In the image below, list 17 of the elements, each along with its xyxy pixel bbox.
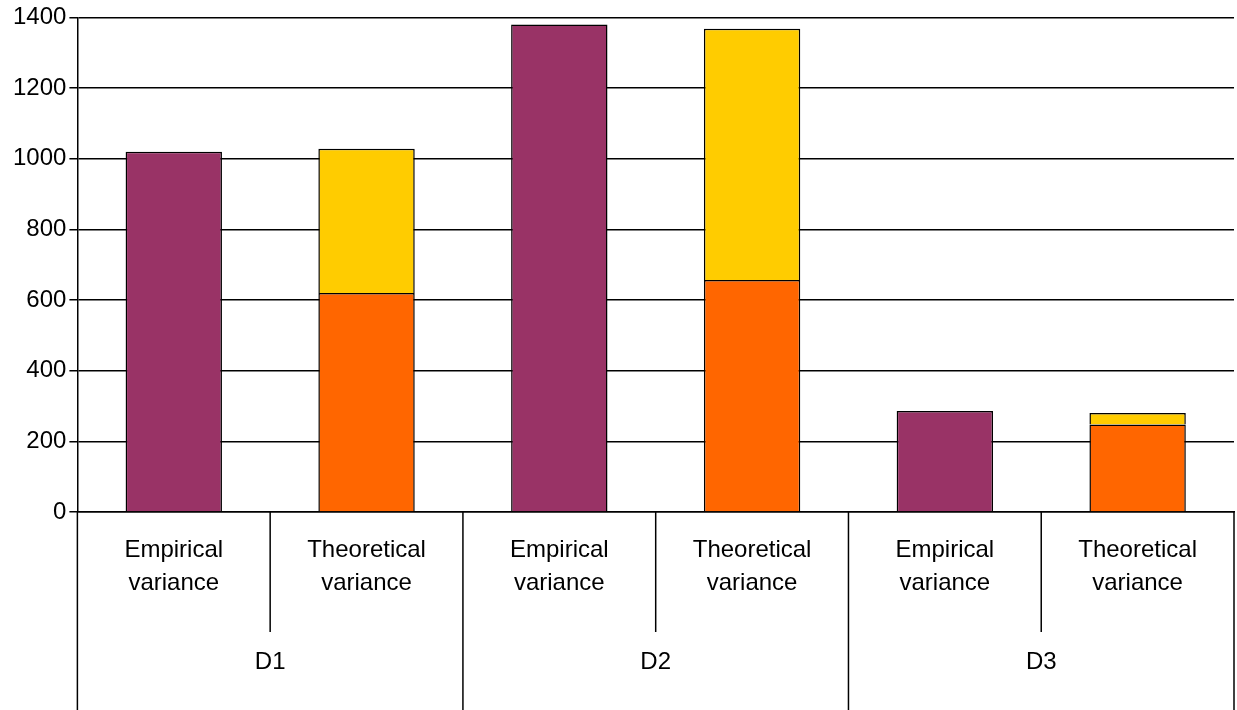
x-tick-label: Empirical variance — [124, 535, 224, 596]
x-tick-label: Theoretical variance — [307, 535, 426, 596]
y-tick-label: 0 — [53, 496, 67, 524]
y-tick-label: 1400 — [13, 2, 67, 30]
x-tick-label: Theoretical variance — [1078, 535, 1197, 596]
x-tick-label: Empirical variance — [895, 535, 995, 596]
y-tick-label: 1200 — [13, 72, 67, 100]
y-tick-label: 400 — [26, 355, 67, 383]
x-tick-label: Theoretical variance — [692, 535, 812, 596]
text: D1 — [254, 646, 286, 674]
text: D3 — [1025, 646, 1057, 674]
y-tick-label: 1000 — [13, 143, 67, 171]
y-tick-label: 800 — [26, 214, 67, 241]
y-tick-label: 600 — [26, 284, 67, 312]
text: D2 — [640, 646, 672, 674]
x-tick-label: Empirical variance — [509, 535, 609, 596]
y-tick-label: 200 — [26, 425, 67, 453]
